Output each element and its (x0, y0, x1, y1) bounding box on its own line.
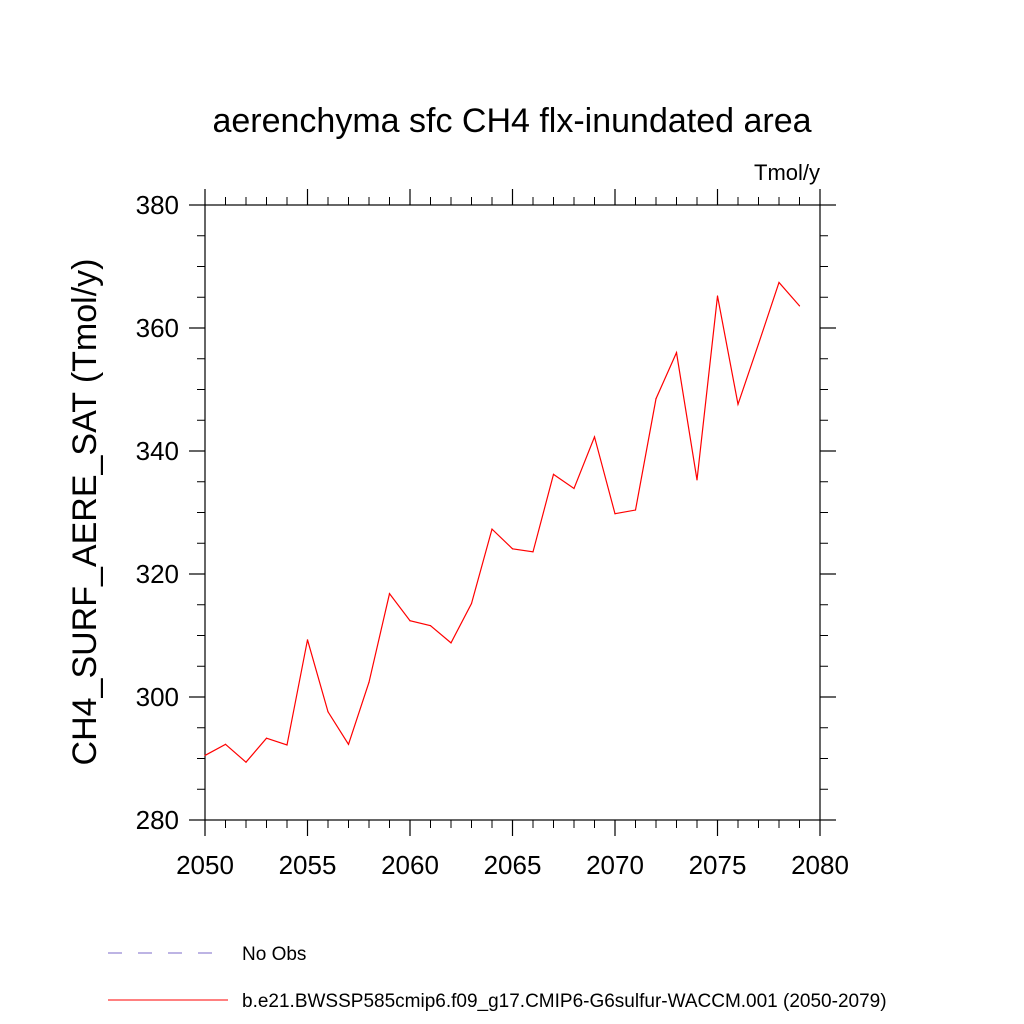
data-point (429, 625, 432, 627)
data-point (450, 642, 452, 644)
legend-label-no-obs: No Obs (242, 944, 306, 965)
data-point (614, 513, 616, 515)
y-tick-label: 360 (136, 313, 179, 343)
data-point (347, 743, 350, 745)
data-point (593, 436, 596, 438)
y-tick-label: 380 (136, 190, 179, 220)
x-tick-label: 2065 (484, 850, 542, 880)
data-point (696, 479, 698, 481)
major-ticks (189, 189, 836, 836)
data-point (675, 352, 678, 354)
x-tick-label: 2055 (279, 850, 337, 880)
data-point (327, 711, 329, 713)
x-tick-label: 2050 (176, 850, 234, 880)
tick-labels: 2050 2055 2060 2065 2070 2075 2080 280 300 320 340… (136, 190, 849, 880)
x-tick-label: 2075 (689, 850, 747, 880)
data-point (491, 528, 493, 530)
data-points (204, 281, 801, 763)
x-tick-label: 2060 (381, 850, 439, 880)
y-axis-title: CH4_SURF_AERE_SAT (Tmol/y) (66, 259, 104, 766)
x-tick-label: 2070 (586, 850, 644, 880)
legend: No Obs b.e21.BWSSP585cmip6.f09_g17.CMIP6… (108, 944, 887, 1012)
units-label: Tmol/y (754, 160, 820, 185)
minor-ticks (197, 197, 828, 828)
data-point (204, 754, 206, 757)
y-tick-label: 340 (136, 436, 179, 466)
data-point (265, 737, 268, 739)
data-point (409, 620, 411, 622)
data-point (245, 761, 247, 763)
data-point (368, 681, 370, 683)
y-tick-label: 320 (136, 559, 179, 589)
data-point (286, 744, 288, 746)
plot-frame (204, 204, 821, 821)
data-point (798, 305, 801, 307)
data-point (388, 593, 391, 595)
data-point (224, 743, 227, 745)
data-point (532, 551, 534, 553)
chart-title: aerenchyma sfc CH4 flx-inundated area (212, 102, 811, 140)
data-point (716, 295, 719, 297)
data-point (655, 398, 657, 400)
data-point (634, 509, 637, 511)
data-point (470, 602, 473, 605)
y-tick-label: 280 (136, 805, 179, 835)
data-point (757, 343, 760, 345)
data-point (306, 639, 309, 641)
data-point (778, 281, 780, 284)
data-point (552, 473, 555, 475)
legend-label-model-run: b.e21.BWSSP585cmip6.f09_g17.CMIP6-G6sulf… (242, 991, 887, 1012)
x-tick-label: 2080 (791, 850, 849, 880)
y-tick-label: 300 (136, 682, 179, 712)
series-line (204, 281, 800, 764)
data-point (511, 548, 514, 550)
data-point (737, 403, 739, 405)
data-point (573, 487, 575, 490)
